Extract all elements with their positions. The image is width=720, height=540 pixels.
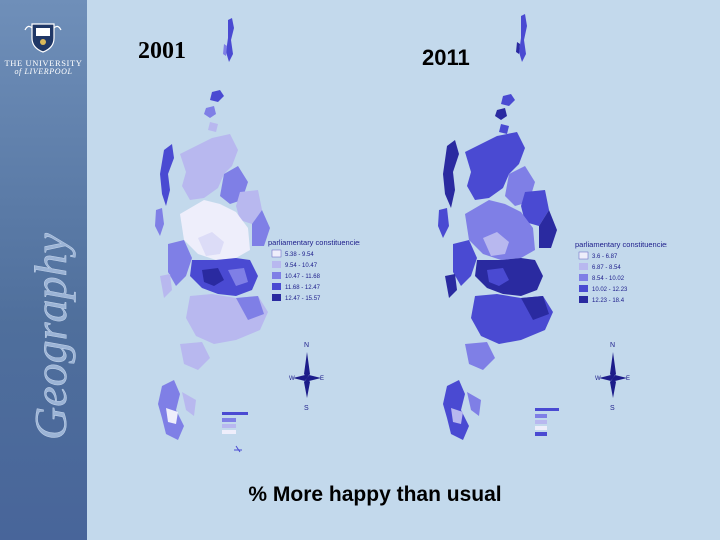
- legend-swatch: [579, 263, 588, 270]
- legend-range: 10.02 - 12.23: [592, 287, 628, 293]
- legend-range: 12.47 - 15.57: [285, 296, 321, 302]
- legend-range: 6.87 - 8.54: [592, 265, 621, 271]
- legend-swatch: [272, 283, 281, 290]
- legend-swatch: [579, 296, 588, 303]
- legend-2011: parliamentary constituencies 3.6 - 6.87 …: [575, 240, 667, 304]
- compass-e: E: [320, 376, 324, 382]
- vertical-word: Geography: [25, 232, 76, 440]
- compass-n: N: [610, 342, 615, 349]
- year-title-2011: 2011: [422, 45, 470, 70]
- university-crest-icon: [24, 23, 62, 53]
- compass-s: S: [610, 405, 615, 412]
- legend-range: 8.54 - 10.02: [592, 276, 625, 282]
- legend-swatch: [579, 285, 588, 292]
- compass-w: W: [595, 376, 601, 382]
- legend-swatch: [578, 251, 589, 260]
- legend-title-2011: parliamentary constituencies: [575, 240, 667, 249]
- legend-range: 10.47 - 11.68: [285, 274, 321, 280]
- legend-swatch: [272, 272, 281, 279]
- legend-swatch-list-2011: 3.6 - 6.87 6.87 - 8.54 8.54 - 10.02 10.0…: [578, 251, 628, 304]
- legend-swatch: [272, 294, 281, 301]
- compass-rose-icon: [293, 352, 321, 398]
- compass-w: W: [289, 376, 295, 382]
- legend-range: 11.68 - 12.47: [285, 285, 321, 291]
- university-name-line2: of LIVERPOOL: [14, 67, 73, 76]
- compass-rose-icon: [599, 352, 627, 398]
- sidebar: THE UNIVERSITY of LIVERPOOL Geography: [0, 0, 87, 540]
- year-title-2001: 2001: [138, 38, 186, 64]
- legend-swatch: [272, 261, 281, 268]
- legend-range: 12.23 - 18.4: [592, 298, 625, 304]
- scotland-map-2011: [438, 14, 559, 440]
- compass-n: N: [304, 342, 309, 349]
- legend-title-2001: parliamentary constituencies: [268, 238, 360, 247]
- vertical-word-graphic: Geography: [25, 232, 77, 440]
- compass-s: S: [304, 405, 309, 412]
- legend-range: 5.38 - 9.54: [285, 252, 314, 258]
- north-arrow-2011: N W E S: [595, 342, 630, 412]
- legend-range: 3.6 - 6.87: [592, 254, 618, 260]
- legend-swatch: [579, 274, 588, 281]
- compass-e: E: [626, 376, 630, 382]
- legend-swatch: [271, 249, 282, 258]
- legend-swatch-list-2001: 5.38 - 9.54 9.54 - 10.47 10.47 - 11.68 1…: [271, 249, 321, 302]
- legend-range: 9.54 - 10.47: [285, 263, 318, 269]
- university-name-line1: THE UNIVERSITY: [4, 58, 83, 68]
- scotland-map-2001: [155, 18, 270, 453]
- north-arrow-2001: N W E S: [289, 342, 324, 412]
- slide-caption: % More happy than usual: [248, 483, 502, 506]
- legend-2001: parliamentary constituencies 5.38 - 9.54…: [268, 238, 360, 302]
